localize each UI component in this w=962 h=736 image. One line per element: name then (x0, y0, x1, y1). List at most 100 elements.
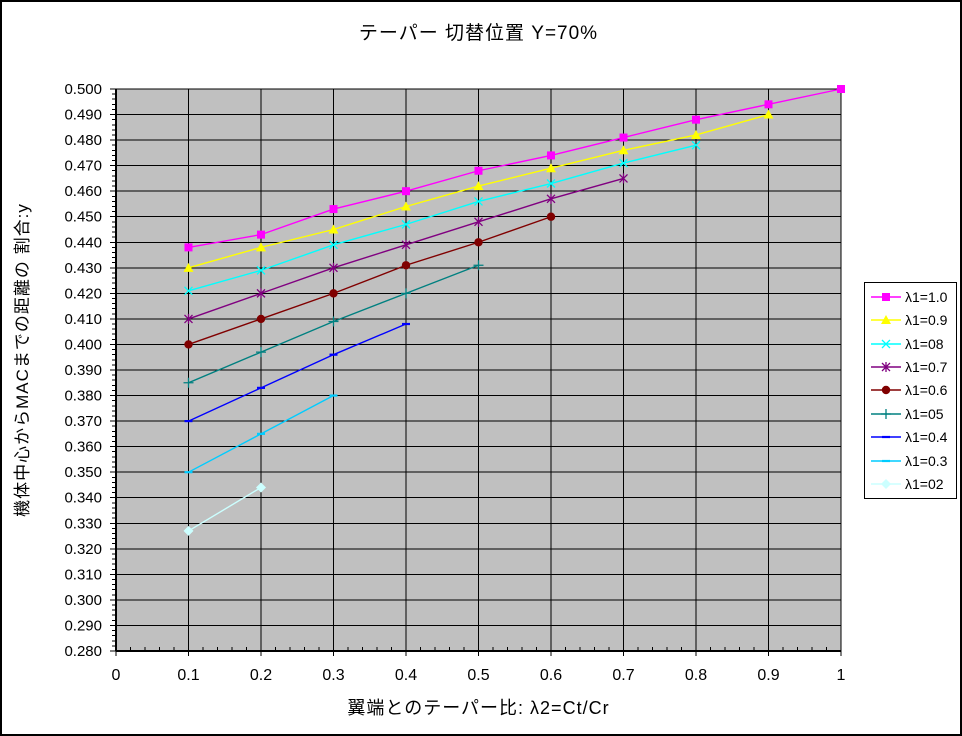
legend-item-label: λ1=0.6 (905, 382, 948, 399)
series-λ1=0.6 (184, 212, 556, 349)
series-λ1=0.7 (184, 173, 628, 324)
x-tick-label: 0.4 (395, 667, 417, 684)
marker-x (691, 140, 701, 150)
marker-diamond (881, 479, 891, 490)
y-tick-label: 0.300 (64, 592, 102, 609)
legend-item-label: λ1=02 (905, 476, 944, 493)
series-λ1=02 (183, 482, 266, 536)
y-tick-label: 0.400 (64, 336, 102, 353)
legend-key (871, 292, 901, 301)
series-λ1=0.3 (184, 394, 338, 474)
marker-diamond (183, 525, 194, 536)
marker-triangle (183, 262, 194, 272)
marker-x (881, 339, 891, 349)
legend-item: λ1=0.4 (871, 429, 956, 445)
marker-square (184, 243, 193, 252)
legend-item-label: λ1=1.0 (905, 288, 948, 305)
marker-plus (183, 377, 194, 388)
marker-diamond (256, 482, 266, 493)
x-tick-label: 0.3 (322, 667, 344, 684)
series-λ1=0.4 (184, 322, 410, 423)
marker-square (257, 230, 265, 239)
marker-triangle (618, 145, 629, 155)
y-tick-label: 0.320 (64, 541, 102, 558)
y-tick-label: 0.470 (64, 158, 102, 175)
marker-plus (473, 260, 484, 271)
series-line (188, 323, 407, 422)
series-line (188, 144, 697, 292)
x-tick-label: 1 (837, 667, 846, 684)
marker-x (474, 196, 483, 206)
marker-plus (881, 408, 891, 419)
marker-square (619, 133, 628, 142)
y-tick-label: 0.460 (64, 183, 102, 200)
marker-circle (881, 386, 891, 395)
legend-item: λ1=02 (871, 476, 956, 492)
y-tick-label: 0.420 (64, 285, 102, 302)
marker-star (474, 216, 483, 227)
y-tick-label: 0.350 (64, 464, 102, 481)
legend-item: λ1=08 (871, 336, 956, 352)
legend-key (871, 436, 901, 439)
y-tick-label: 0.440 (64, 234, 102, 251)
y-axis-title: 機体中心からMACまでの距離の 割合:y (13, 203, 32, 517)
series-λ1=05 (183, 260, 484, 388)
series-line (188, 88, 842, 249)
marker-x (619, 158, 628, 168)
marker-square (474, 166, 483, 175)
x-tick-label: 0.7 (612, 667, 634, 684)
legend-item: λ1=0.7 (871, 359, 956, 375)
marker-x (546, 179, 556, 188)
x-tick-label: 0.6 (540, 667, 562, 684)
y-tick-label: 0.380 (64, 388, 102, 405)
marker-star (546, 193, 556, 204)
marker-triangle (691, 129, 701, 139)
marker-circle (401, 261, 411, 270)
legend-key (871, 479, 901, 490)
marker-star (184, 313, 193, 324)
y-tick-label: 0.290 (64, 617, 102, 634)
marker-triangle (473, 181, 484, 191)
marker-square (402, 187, 410, 196)
marker-square (764, 100, 773, 109)
legend-key (871, 362, 901, 373)
y-tick-label: 0.360 (64, 439, 102, 456)
legend-item: λ1=0.9 (871, 312, 956, 328)
series-line (188, 216, 552, 346)
legend-item: λ1=05 (871, 406, 956, 422)
x-axis-title: 翼端とのテーパー比: λ2=Ct/Cr (347, 698, 610, 718)
y-tick-label: 0.340 (64, 490, 102, 507)
x-tick-label: 0.1 (177, 667, 199, 684)
legend-key (871, 386, 901, 395)
legend-item-label: λ1=05 (905, 405, 944, 422)
legend-item-label: λ1=08 (905, 335, 944, 352)
chart-title: テーパー 切替位置 Y=70% (358, 23, 599, 44)
legend-item: λ1=0.6 (871, 382, 956, 398)
y-tick-label: 0.330 (64, 515, 102, 532)
x-tick-label: 0.2 (250, 667, 272, 684)
legend-item: λ1=1.0 (871, 289, 956, 305)
x-tick-label: 0 (112, 667, 121, 684)
marker-triangle (546, 163, 556, 173)
marker-triangle (256, 242, 266, 252)
marker-square (547, 151, 555, 160)
y-tick-label: 0.450 (64, 209, 102, 226)
marker-circle (329, 289, 338, 298)
x-tick-label: 0.9 (757, 667, 779, 684)
marker-plus (401, 288, 411, 299)
marker-square (882, 292, 890, 301)
marker-star (619, 173, 628, 184)
legend-key (871, 459, 901, 462)
legend-item-label: λ1=0.3 (905, 452, 948, 469)
marker-plus (328, 316, 339, 327)
marker-x (329, 240, 338, 250)
marker-triangle (881, 315, 891, 325)
legend-item: λ1=0.3 (871, 453, 956, 469)
y-tick-label: 0.310 (64, 566, 102, 583)
marker-circle (546, 212, 556, 221)
marker-circle (256, 314, 266, 324)
y-tick-label: 0.430 (64, 260, 102, 277)
legend-item-label: λ1=0.9 (905, 312, 948, 329)
